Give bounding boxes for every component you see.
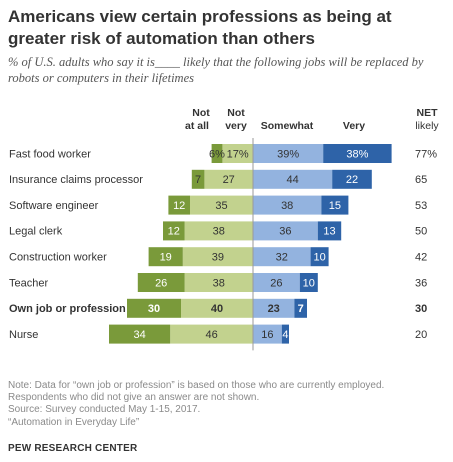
category-label: Teacher [9,277,48,289]
bar-not-very [182,247,253,267]
label-somewhat: 39% [277,148,299,160]
label-not-at-all: 19 [160,252,172,264]
bar-very [321,195,349,215]
bar-somewhat [253,247,311,267]
bar-somewhat [253,324,282,344]
net-value: 42 [415,252,427,264]
net-value: 20 [415,329,427,341]
category-label: Insurance claims processor [9,174,143,186]
chart-subtitle: % of U.S. adults who say it is____ likel… [8,55,424,85]
bar-very [323,144,392,163]
net-value: 53 [415,200,427,212]
label-somewhat: 38 [281,200,293,212]
label-not-very: 35 [215,200,227,212]
bar-somewhat [253,195,322,215]
category-label: Legal clerk [9,226,63,238]
header-not-very-line1: Not [227,107,245,119]
category-label: Nurse [9,329,38,341]
bar-somewhat [253,298,295,318]
bar-not-at-all [137,273,185,292]
header-not-at-all-line1: Not [192,107,210,119]
bar-somewhat [253,144,324,163]
bar-not-at-all [163,221,185,241]
label-very: 4 [282,329,288,341]
label-somewhat: 26 [270,277,282,289]
label-somewhat: 44 [286,174,298,186]
footer-report: “Automation in Everyday Life” [8,416,140,428]
bar-not-very [184,273,253,292]
label-very: 13 [323,226,335,238]
category-label: Own job or profession [9,303,126,315]
header-very: Very [343,120,365,132]
net-value: 36 [415,277,427,289]
bar-very [294,298,307,318]
footer-note-2: Respondents who did not give an answer a… [8,392,260,404]
label-not-at-all: 6% [209,148,225,160]
net-value: 30 [415,303,427,315]
bar-very [317,221,342,241]
label-very: 7 [298,303,304,315]
label-not-very: 27 [223,174,235,186]
footer-note: Note: Data for “own job or profession” i… [8,380,385,391]
bar-not-very [190,195,253,215]
label-somewhat: 23 [268,303,280,315]
label-somewhat: 16 [261,329,273,341]
label-not-very: 17% [227,148,249,160]
bar-not-at-all [168,195,190,215]
net-value: 65 [415,174,427,186]
header-not-at-all-line2: at all [185,120,209,132]
label-very: 38% [346,148,368,160]
net-value: 50 [415,226,427,238]
label-not-at-all: 7 [195,174,201,186]
label-not-very: 40 [211,303,223,315]
chart-title: Americans view certain professions as be… [8,7,392,48]
label-very: 10 [303,277,315,289]
label-not-at-all: 12 [173,200,185,212]
header-net-line1: NET [417,107,439,119]
bar-not-very [170,324,253,344]
label-very: 10 [313,252,325,264]
net-value: 77% [415,148,437,160]
bar-very [299,273,318,292]
label-not-at-all: 12 [168,226,180,238]
label-somewhat: 32 [276,252,288,264]
bar-not-at-all [191,169,205,189]
category-label: Fast food worker [9,148,91,160]
header-somewhat: Somewhat [261,120,314,132]
brand-label: PEW RESEARCH CENTER [8,443,138,454]
bar-very [281,324,289,344]
footer-source: Source: Survey conducted May 1-15, 2017. [8,404,201,416]
category-label: Software engineer [9,200,99,212]
bar-very [310,247,329,267]
label-not-very: 46 [205,329,217,341]
label-somewhat: 36 [279,226,291,238]
bar-not-at-all [148,247,183,267]
label-not-at-all: 34 [133,329,145,341]
bar-not-very [181,298,253,318]
bar-not-at-all [127,298,181,318]
label-very: 22 [346,174,358,186]
category-label: Construction worker [9,252,107,264]
bar-somewhat [253,273,300,292]
bar-very [332,169,372,189]
bar-not-very [184,221,253,241]
label-not-at-all: 30 [148,303,160,315]
header-net-line2: likely [415,120,439,132]
bar-somewhat [253,169,333,189]
label-not-at-all: 26 [155,277,167,289]
label-not-very: 38 [213,277,225,289]
label-not-very: 38 [213,226,225,238]
bar-somewhat [253,221,318,241]
bar-not-very [204,169,253,189]
label-not-very: 39 [212,252,224,264]
header-not-very-line2: very [225,120,247,132]
label-very: 15 [329,200,341,212]
bar-not-very [222,144,253,163]
bar-not-at-all [109,324,171,344]
chart-footer: Note: Data for “own job or profession” i… [8,380,448,429]
bar-not-at-all [211,144,223,163]
